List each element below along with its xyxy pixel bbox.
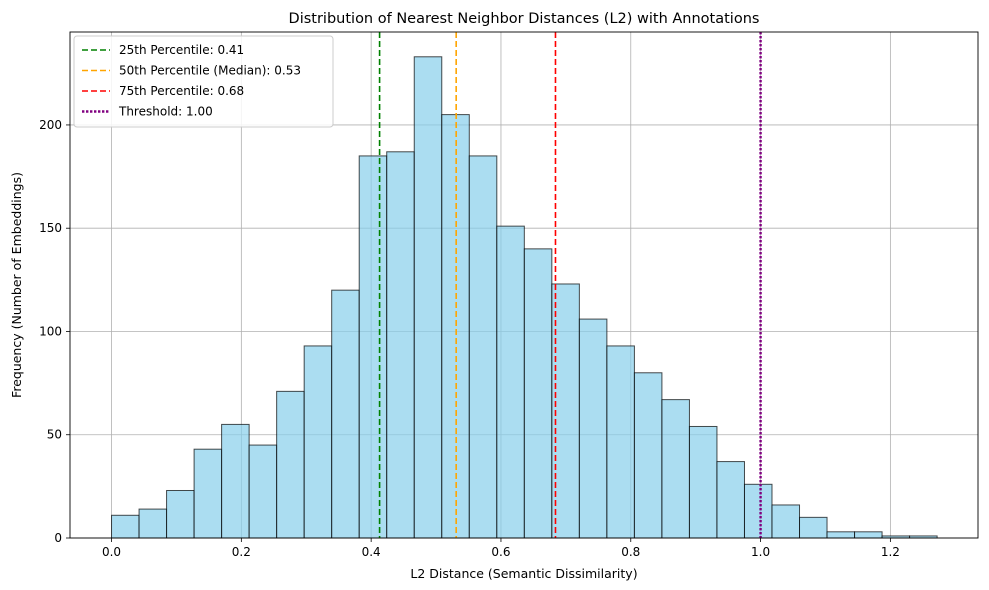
legend-label: 75th Percentile: 0.68 bbox=[119, 84, 244, 98]
histogram-bar bbox=[111, 514, 140, 539]
histogram-bar bbox=[799, 516, 828, 539]
legend: 25th Percentile: 0.41 50th Percentile (Me… bbox=[73, 35, 334, 128]
legend-label: 25th Percentile: 0.41 bbox=[119, 43, 244, 57]
histogram-bar bbox=[386, 151, 415, 539]
histogram-bar bbox=[716, 461, 745, 539]
histogram-bar bbox=[166, 489, 195, 539]
histogram-bar bbox=[606, 345, 635, 539]
legend-label: 50th Percentile (Median): 0.53 bbox=[119, 64, 301, 78]
y-tick-label: 150 bbox=[39, 221, 62, 235]
x-tick-label: 0.6 bbox=[491, 545, 510, 559]
histogram-bar bbox=[523, 248, 553, 539]
histogram-bar bbox=[578, 318, 608, 539]
histogram-bar bbox=[743, 483, 773, 539]
histogram-bar bbox=[193, 448, 223, 539]
x-axis-label: L2 Distance (Semantic Dissimilarity) bbox=[410, 566, 637, 581]
histogram-bar bbox=[854, 531, 883, 539]
histogram-bar bbox=[551, 283, 580, 539]
histogram-bar bbox=[468, 155, 498, 539]
y-tick-label: 100 bbox=[39, 324, 62, 338]
histogram-bar bbox=[826, 531, 856, 539]
histogram-bar bbox=[331, 289, 360, 539]
histogram-bar bbox=[248, 444, 278, 539]
x-tick-label: 0.0 bbox=[102, 545, 121, 559]
legend-label: Threshold: 1.00 bbox=[118, 105, 213, 119]
y-tick-label: 200 bbox=[39, 118, 62, 132]
axis-ticks: 0.0 0.2 0.4 0.6 0.8 1.0 1.2 0 50 100 150 200 bbox=[39, 118, 900, 559]
histogram-bar bbox=[276, 390, 305, 539]
histogram-bar bbox=[771, 504, 801, 539]
annotation-lines bbox=[378, 32, 762, 538]
histogram-bar bbox=[688, 425, 718, 539]
histogram-bar bbox=[661, 399, 690, 539]
x-tick-label: 1.2 bbox=[881, 545, 900, 559]
x-tick-label: 0.4 bbox=[362, 545, 381, 559]
plot-frame bbox=[69, 31, 979, 539]
y-tick-label: 50 bbox=[47, 428, 62, 442]
histogram-bar bbox=[413, 56, 443, 539]
histogram-bar bbox=[303, 345, 333, 539]
x-tick-label: 0.8 bbox=[621, 545, 640, 559]
histogram-bar bbox=[633, 372, 663, 539]
histogram-bar bbox=[496, 225, 525, 539]
histogram-bars bbox=[111, 56, 938, 539]
y-tick-label: 0 bbox=[54, 531, 62, 545]
legend-box bbox=[73, 35, 334, 128]
chart-title: Distribution of Nearest Neighbor Distanc… bbox=[289, 11, 760, 27]
x-tick-label: 1.0 bbox=[751, 545, 770, 559]
histogram-bar bbox=[138, 508, 168, 539]
y-axis-label: Frequency (Number of Embeddings) bbox=[9, 172, 24, 398]
histogram-bar bbox=[358, 155, 388, 539]
x-tick-label: 0.2 bbox=[232, 545, 251, 559]
histogram-bar bbox=[221, 423, 250, 539]
